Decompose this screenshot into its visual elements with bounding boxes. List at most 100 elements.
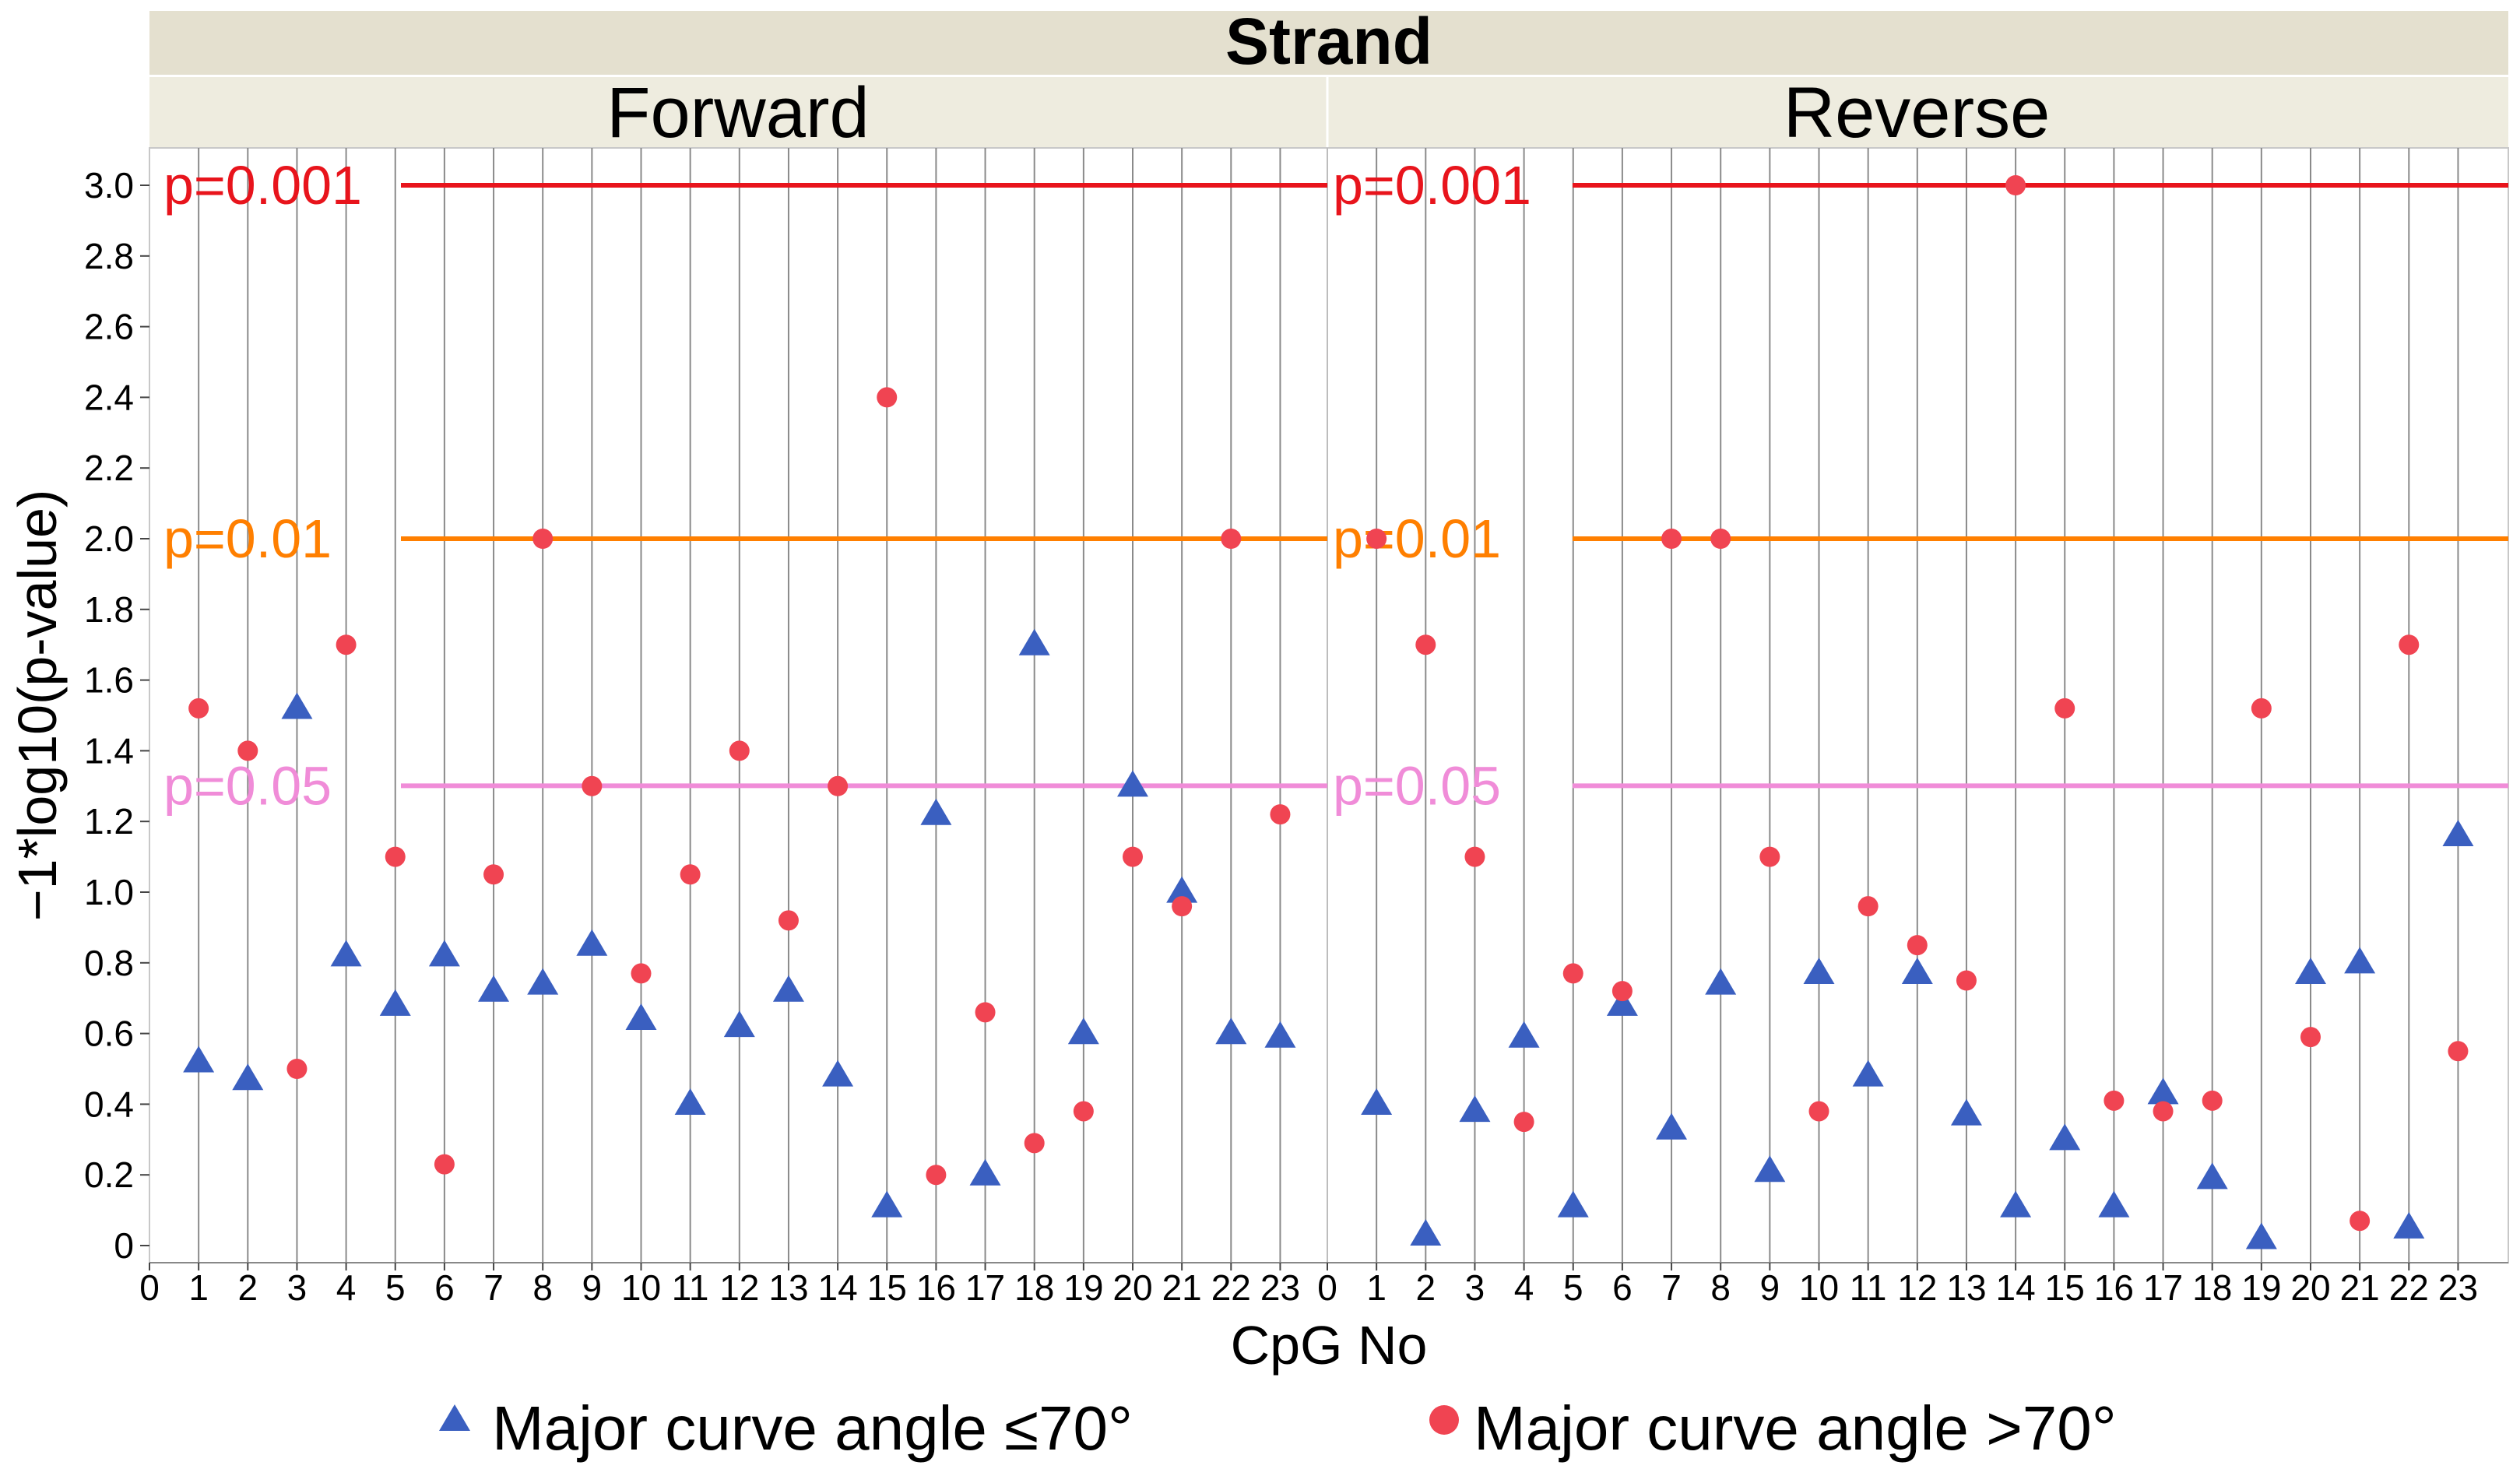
circle-point-forward-17 xyxy=(975,1002,996,1023)
triangle-point-forward-18 xyxy=(1018,628,1050,655)
circle-point-forward-11 xyxy=(680,864,701,885)
x-tick-label-reverse-0: 0 xyxy=(1317,1267,1337,1308)
y-tick-label-11: 2.2 xyxy=(84,448,134,488)
x-tick-label-reverse-6: 6 xyxy=(1612,1267,1633,1308)
x-tick-label-reverse-7: 7 xyxy=(1661,1267,1682,1308)
triangle-point-forward-8 xyxy=(527,968,559,995)
triangle-point-reverse-9 xyxy=(1754,1155,1786,1183)
x-tick-label-forward-15: 15 xyxy=(867,1267,907,1308)
triangle-point-reverse-22 xyxy=(2393,1211,2425,1239)
x-tick-label-forward-9: 9 xyxy=(582,1267,603,1308)
x-tick-label-reverse-18: 18 xyxy=(2192,1267,2232,1308)
x-tick-label-reverse-1: 1 xyxy=(1366,1267,1387,1308)
y-tick-label-4: 0.8 xyxy=(84,943,134,983)
circle-point-reverse-2 xyxy=(1415,634,1436,655)
triangle-point-reverse-2 xyxy=(1410,1218,1442,1246)
x-tick-label-forward-14: 14 xyxy=(818,1267,858,1308)
triangle-point-forward-6 xyxy=(428,940,460,967)
circle-point-reverse-11 xyxy=(1857,896,1879,917)
triangle-point-forward-16 xyxy=(920,798,952,825)
x-tick-label-forward-17: 17 xyxy=(965,1267,1005,1308)
x-tick-label-reverse-12: 12 xyxy=(1897,1267,1937,1308)
triangle-point-forward-21 xyxy=(1166,876,1198,903)
triangle-point-forward-9 xyxy=(576,929,608,956)
triangle-point-reverse-11 xyxy=(1852,1060,1884,1087)
legend-circle-marker xyxy=(1429,1405,1459,1435)
x-tick-label-forward-10: 10 xyxy=(621,1267,661,1308)
threshold-label-reverse-2: p=0.05 xyxy=(1333,755,1501,816)
y-tick-label-10: 2.0 xyxy=(84,518,134,559)
y-axis-label: −1*log10(p-value) xyxy=(7,490,68,922)
circle-point-forward-16 xyxy=(926,1165,947,1186)
triangle-point-forward-12 xyxy=(723,1010,755,1038)
x-tick-label-forward-21: 21 xyxy=(1162,1267,1202,1308)
circle-point-reverse-20 xyxy=(2300,1027,2321,1048)
x-tick-label-forward-12: 12 xyxy=(719,1267,759,1308)
y-tick-label-12: 2.4 xyxy=(84,377,134,417)
triangle-point-reverse-6 xyxy=(1606,989,1638,1016)
triangle-point-reverse-17 xyxy=(2147,1077,2179,1105)
x-tick-label-reverse-23: 23 xyxy=(2438,1267,2478,1308)
triangle-point-forward-22 xyxy=(1215,1017,1247,1045)
y-tick-label-9: 1.8 xyxy=(84,589,134,630)
circle-point-reverse-8 xyxy=(1710,529,1731,549)
x-tick-label-reverse-21: 21 xyxy=(2340,1267,2380,1308)
x-tick-label-forward-7: 7 xyxy=(483,1267,504,1308)
triangle-point-forward-4 xyxy=(330,940,362,967)
panel-header-bar xyxy=(149,77,2508,147)
circle-point-reverse-5 xyxy=(1562,963,1583,984)
x-tick-label-reverse-4: 4 xyxy=(1514,1267,1534,1308)
circle-point-forward-20 xyxy=(1123,846,1143,867)
circle-point-forward-10 xyxy=(631,963,652,984)
x-tick-label-forward-3: 3 xyxy=(287,1267,308,1308)
triangle-point-forward-13 xyxy=(772,975,804,1002)
circle-point-reverse-6 xyxy=(1611,981,1633,1002)
legend: Major curve angle ≤70° Major curve angle… xyxy=(439,1393,2117,1463)
y-tick-label-2: 0.4 xyxy=(84,1084,134,1124)
x-tick-label-reverse-13: 13 xyxy=(1946,1267,1986,1308)
triangle-point-forward-11 xyxy=(674,1088,706,1115)
x-tick-label-forward-6: 6 xyxy=(434,1267,455,1308)
x-tick-label-reverse-17: 17 xyxy=(2143,1267,2183,1308)
circle-point-reverse-4 xyxy=(1513,1112,1534,1133)
x-tick-label-reverse-16: 16 xyxy=(2094,1267,2134,1308)
strand-header-bar xyxy=(149,11,2508,75)
circle-point-reverse-10 xyxy=(1808,1101,1829,1122)
circle-point-reverse-15 xyxy=(2054,698,2075,719)
axis-layer: 0 0.2 0.4 0.6 0.8 1.0 1.2 1.4 1.6 1.8 2.0 2.2 2.4 2.6… xyxy=(84,165,2508,1308)
threshold-label-reverse-0: p=0.001 xyxy=(1333,155,1531,216)
triangle-point-forward-19 xyxy=(1067,1017,1099,1045)
circle-point-reverse-13 xyxy=(1956,970,1977,991)
triangle-point-forward-23 xyxy=(1264,1021,1296,1048)
threshold-label-forward-2: p=0.05 xyxy=(163,755,332,816)
x-tick-label-reverse-15: 15 xyxy=(2045,1267,2085,1308)
circle-point-forward-12 xyxy=(729,740,750,761)
triangle-point-forward-7 xyxy=(478,975,510,1002)
y-tick-label-1: 0.2 xyxy=(84,1154,134,1195)
threshold-layer: p=0.001 p=0.001 p=0.01 p=0.01 p=0.05 p=0.05 xyxy=(163,155,2508,816)
x-tick-label-reverse-20: 20 xyxy=(2290,1267,2330,1308)
x-tick-label-reverse-9: 9 xyxy=(1760,1267,1780,1308)
panel-title-forward: Forward xyxy=(606,73,869,153)
circle-point-forward-7 xyxy=(483,864,504,885)
x-tick-label-reverse-3: 3 xyxy=(1465,1267,1485,1308)
x-tick-label-reverse-11: 11 xyxy=(1850,1267,1887,1308)
circle-point-forward-8 xyxy=(532,529,554,549)
circle-point-forward-1 xyxy=(188,698,209,719)
circle-point-forward-2 xyxy=(237,740,258,761)
circle-point-reverse-22 xyxy=(2399,634,2420,655)
x-tick-label-forward-0: 0 xyxy=(139,1267,160,1308)
triangle-point-forward-10 xyxy=(625,1003,657,1031)
triangle-point-reverse-1 xyxy=(1361,1088,1393,1115)
circle-point-reverse-3 xyxy=(1464,846,1485,867)
circle-point-reverse-23 xyxy=(2448,1041,2469,1062)
x-tick-label-reverse-22: 22 xyxy=(2389,1267,2429,1308)
x-tick-label-forward-2: 2 xyxy=(238,1267,258,1308)
triangle-point-forward-15 xyxy=(871,1190,903,1218)
triangle-point-reverse-14 xyxy=(2000,1190,2032,1218)
circle-point-forward-18 xyxy=(1024,1133,1045,1154)
y-tick-label-5: 1.0 xyxy=(84,872,134,912)
circle-point-reverse-7 xyxy=(1661,529,1682,549)
chart-title: Strand xyxy=(1225,5,1432,78)
